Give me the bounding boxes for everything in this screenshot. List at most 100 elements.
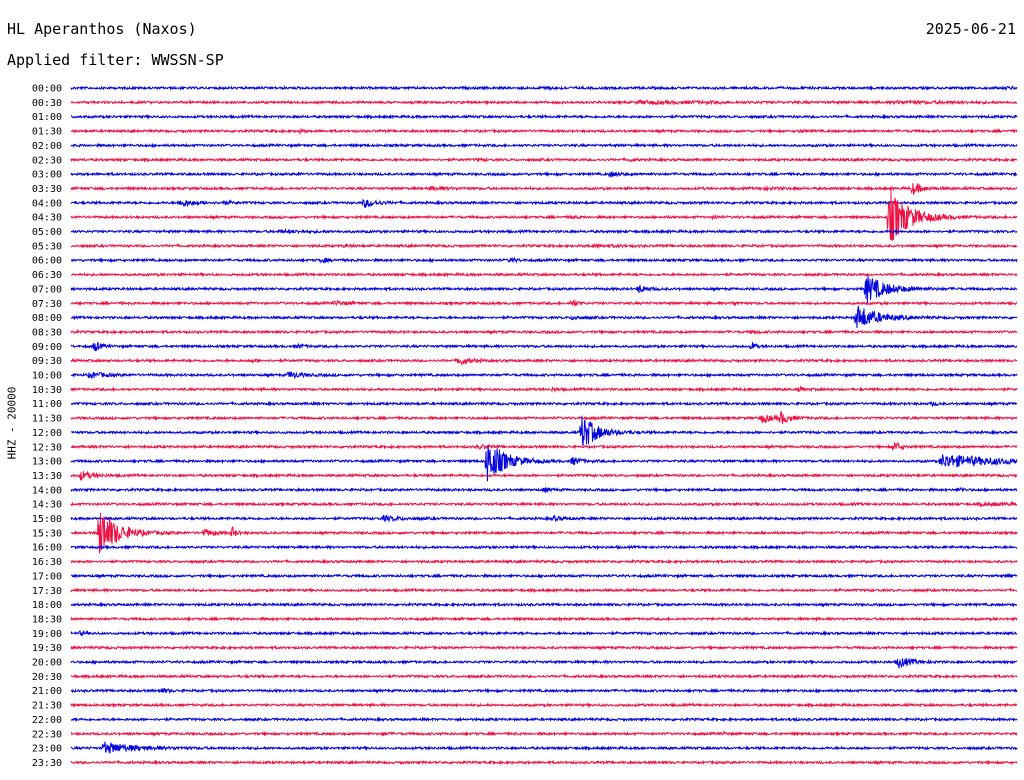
trace-line	[70, 357, 1018, 366]
trace-line	[70, 385, 1018, 393]
trace-line	[70, 716, 1018, 723]
trace-line	[70, 558, 1018, 565]
time-tick-label: 04:30	[32, 213, 62, 224]
time-tick-label: 16:30	[32, 557, 62, 568]
filter-label: Applied filter: WWSSN-SP	[7, 51, 224, 69]
trace-line	[70, 470, 1018, 482]
time-tick-label: 19:00	[32, 629, 62, 640]
trace-line	[70, 156, 1018, 163]
time-tick-label: 17:30	[32, 586, 62, 597]
time-tick-label: 07:30	[32, 299, 62, 310]
time-tick-label: 12:00	[32, 428, 62, 439]
trace-line	[70, 415, 1018, 446]
trace-line	[70, 741, 1018, 754]
time-tick-label: 16:00	[32, 543, 62, 554]
time-tick-label: 08:00	[32, 313, 62, 324]
trace-line	[70, 441, 1018, 451]
trace-line	[70, 673, 1018, 680]
trace-line	[70, 644, 1018, 651]
time-tick-label: 03:00	[32, 170, 62, 181]
trace-line	[70, 514, 1018, 523]
trace-line	[70, 701, 1017, 709]
trace-line	[70, 759, 1018, 766]
time-tick-label: 05:00	[32, 227, 62, 238]
seismic-traces	[70, 84, 1018, 766]
trace-line	[70, 409, 1018, 425]
time-tick-label: 06:00	[32, 256, 62, 267]
time-tick-label: 21:00	[32, 686, 62, 697]
trace-line	[70, 271, 1018, 278]
time-tick-label: 07:00	[32, 284, 62, 295]
trace-line	[70, 544, 1018, 551]
time-tick-label: 21:30	[32, 701, 62, 712]
trace-line	[70, 601, 1017, 608]
trace-line	[70, 242, 1018, 250]
trace-line	[71, 730, 1018, 737]
trace-line	[70, 275, 1018, 303]
trace-line	[70, 190, 1018, 242]
date-label: 2025-06-21	[925, 20, 1016, 38]
time-tick-label: 10:00	[32, 371, 62, 382]
time-tick-label: 14:00	[32, 485, 62, 496]
time-tick-label: 10:30	[32, 385, 62, 396]
time-tick-label: 20:30	[32, 672, 62, 683]
time-tick-label: 20:00	[32, 658, 62, 669]
time-tick-label: 23:00	[32, 744, 62, 755]
trace-line	[70, 298, 1018, 307]
time-tick-label: 11:00	[32, 399, 62, 410]
time-tick-label: 03:30	[32, 184, 62, 195]
trace-line	[70, 127, 1018, 136]
time-tick-label: 00:00	[32, 84, 62, 95]
time-tick-labels: 00:00 00:30 01:00 01:30 02:00 02:30 03:00 03:30…	[32, 84, 62, 769]
trace-line	[70, 183, 1018, 196]
trace-line	[70, 615, 1018, 623]
time-tick-label: 18:30	[32, 614, 62, 625]
trace-line	[70, 629, 1017, 637]
time-tick-label: 05:30	[32, 241, 62, 252]
trace-line	[70, 341, 1018, 352]
time-tick-label: 14:30	[32, 500, 62, 511]
time-tick-label: 06:30	[32, 270, 62, 281]
trace-line	[70, 142, 1018, 149]
time-tick-label: 22:30	[32, 729, 62, 740]
trace-line	[70, 84, 1018, 92]
trace-line	[70, 446, 1018, 482]
trace-line	[70, 227, 1018, 235]
time-tick-label: 04:00	[32, 198, 62, 209]
time-tick-label: 00:30	[32, 98, 62, 109]
time-tick-label: 15:30	[32, 528, 62, 539]
time-tick-label: 19:30	[32, 643, 62, 654]
trace-line	[70, 256, 1018, 264]
trace-line	[70, 400, 1018, 408]
time-tick-label: 22:00	[32, 715, 62, 726]
trace-line	[70, 500, 1018, 508]
trace-line	[70, 328, 1018, 336]
time-tick-label: 13:00	[32, 457, 62, 468]
trace-line	[70, 657, 1018, 669]
station-title: HL Aperanthos (Naxos)	[7, 20, 197, 38]
trace-line	[70, 512, 1018, 554]
trace-line	[70, 198, 1018, 208]
trace-line	[71, 371, 1018, 379]
time-tick-label: 08:30	[32, 327, 62, 338]
trace-line	[70, 113, 1018, 120]
time-tick-label: 17:00	[32, 571, 62, 582]
time-tick-label: 01:00	[32, 112, 62, 123]
time-tick-label: 09:30	[32, 356, 62, 367]
time-tick-label: 11:30	[32, 414, 62, 425]
trace-line	[71, 572, 1018, 580]
trace-line	[70, 98, 1018, 106]
trace-line	[70, 486, 1018, 494]
time-tick-label: 02:30	[32, 155, 62, 166]
trace-line	[70, 305, 1018, 329]
time-tick-label: 15:00	[32, 514, 62, 525]
trace-line	[70, 687, 1018, 694]
trace-line	[70, 171, 1018, 179]
trace-line	[70, 587, 1018, 594]
time-tick-label: 12:30	[32, 442, 62, 453]
time-tick-label: 23:30	[32, 758, 62, 769]
time-tick-label: 09:00	[32, 342, 62, 353]
time-tick-label: 18:00	[32, 600, 62, 611]
time-tick-label: 13:30	[32, 471, 62, 482]
